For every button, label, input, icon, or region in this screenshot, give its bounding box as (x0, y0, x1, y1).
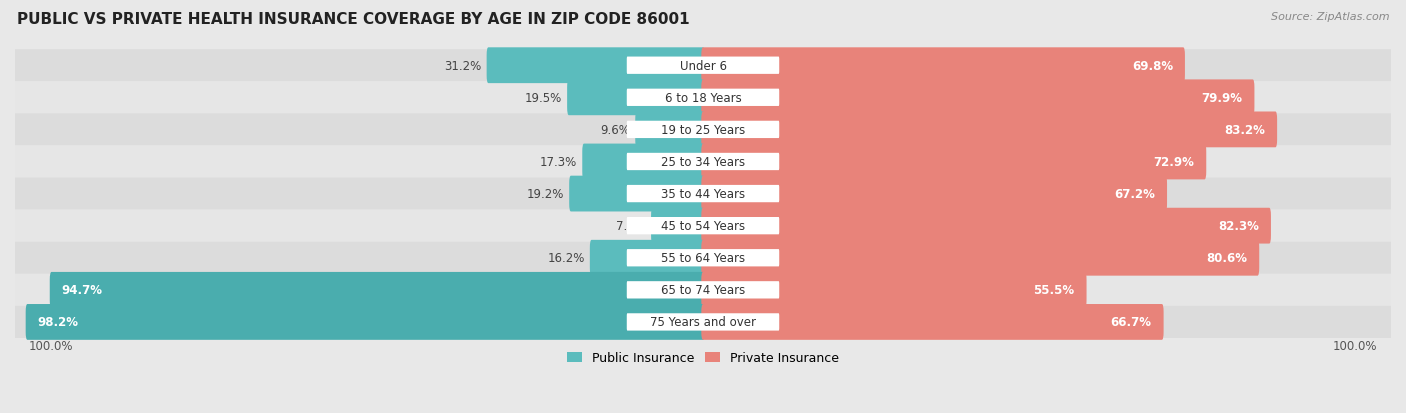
Text: 66.7%: 66.7% (1111, 316, 1152, 329)
FancyBboxPatch shape (702, 240, 1260, 276)
FancyBboxPatch shape (591, 240, 704, 276)
FancyBboxPatch shape (636, 112, 704, 148)
Text: 65 to 74 Years: 65 to 74 Years (661, 284, 745, 297)
FancyBboxPatch shape (651, 208, 704, 244)
FancyBboxPatch shape (486, 48, 704, 84)
Text: PUBLIC VS PRIVATE HEALTH INSURANCE COVERAGE BY AGE IN ZIP CODE 86001: PUBLIC VS PRIVATE HEALTH INSURANCE COVER… (17, 12, 689, 27)
FancyBboxPatch shape (15, 114, 1391, 146)
Text: 45 to 54 Years: 45 to 54 Years (661, 220, 745, 233)
FancyBboxPatch shape (569, 176, 704, 212)
FancyBboxPatch shape (627, 313, 779, 331)
FancyBboxPatch shape (702, 112, 1277, 148)
FancyBboxPatch shape (702, 144, 1206, 180)
FancyBboxPatch shape (702, 80, 1254, 116)
FancyBboxPatch shape (627, 121, 779, 139)
FancyBboxPatch shape (702, 304, 1164, 340)
FancyBboxPatch shape (567, 80, 704, 116)
Text: 31.2%: 31.2% (444, 59, 481, 73)
FancyBboxPatch shape (15, 178, 1391, 210)
FancyBboxPatch shape (15, 50, 1391, 82)
FancyBboxPatch shape (15, 242, 1391, 274)
FancyBboxPatch shape (15, 82, 1391, 114)
FancyBboxPatch shape (627, 57, 779, 75)
FancyBboxPatch shape (25, 304, 704, 340)
FancyBboxPatch shape (702, 208, 1271, 244)
FancyBboxPatch shape (627, 185, 779, 203)
Text: 83.2%: 83.2% (1225, 123, 1265, 137)
Text: 19 to 25 Years: 19 to 25 Years (661, 123, 745, 137)
Text: 55.5%: 55.5% (1033, 284, 1074, 297)
FancyBboxPatch shape (627, 154, 779, 171)
FancyBboxPatch shape (627, 249, 779, 267)
Text: 67.2%: 67.2% (1114, 188, 1154, 201)
Text: 82.3%: 82.3% (1218, 220, 1258, 233)
Legend: Public Insurance, Private Insurance: Public Insurance, Private Insurance (562, 347, 844, 369)
Text: 98.2%: 98.2% (38, 316, 79, 329)
FancyBboxPatch shape (627, 282, 779, 299)
FancyBboxPatch shape (702, 272, 1087, 308)
Text: 16.2%: 16.2% (547, 252, 585, 265)
Text: 35 to 44 Years: 35 to 44 Years (661, 188, 745, 201)
FancyBboxPatch shape (15, 306, 1391, 338)
Text: 94.7%: 94.7% (62, 284, 103, 297)
Text: 100.0%: 100.0% (28, 339, 73, 353)
FancyBboxPatch shape (15, 274, 1391, 306)
Text: 17.3%: 17.3% (540, 156, 576, 169)
Text: 75 Years and over: 75 Years and over (650, 316, 756, 329)
Text: 7.3%: 7.3% (616, 220, 645, 233)
Text: 100.0%: 100.0% (1333, 339, 1378, 353)
Text: 25 to 34 Years: 25 to 34 Years (661, 156, 745, 169)
Text: 55 to 64 Years: 55 to 64 Years (661, 252, 745, 265)
Text: 79.9%: 79.9% (1201, 92, 1243, 104)
FancyBboxPatch shape (702, 48, 1185, 84)
Text: 69.8%: 69.8% (1132, 59, 1173, 73)
Text: 9.6%: 9.6% (600, 123, 630, 137)
Text: 80.6%: 80.6% (1206, 252, 1247, 265)
FancyBboxPatch shape (49, 272, 704, 308)
Text: 19.5%: 19.5% (524, 92, 562, 104)
FancyBboxPatch shape (15, 210, 1391, 242)
FancyBboxPatch shape (702, 176, 1167, 212)
Text: 72.9%: 72.9% (1153, 156, 1194, 169)
Text: 6 to 18 Years: 6 to 18 Years (665, 92, 741, 104)
Text: Source: ZipAtlas.com: Source: ZipAtlas.com (1271, 12, 1389, 22)
FancyBboxPatch shape (627, 218, 779, 235)
Text: Under 6: Under 6 (679, 59, 727, 73)
Text: 19.2%: 19.2% (527, 188, 564, 201)
FancyBboxPatch shape (627, 90, 779, 107)
FancyBboxPatch shape (15, 146, 1391, 178)
FancyBboxPatch shape (582, 144, 704, 180)
